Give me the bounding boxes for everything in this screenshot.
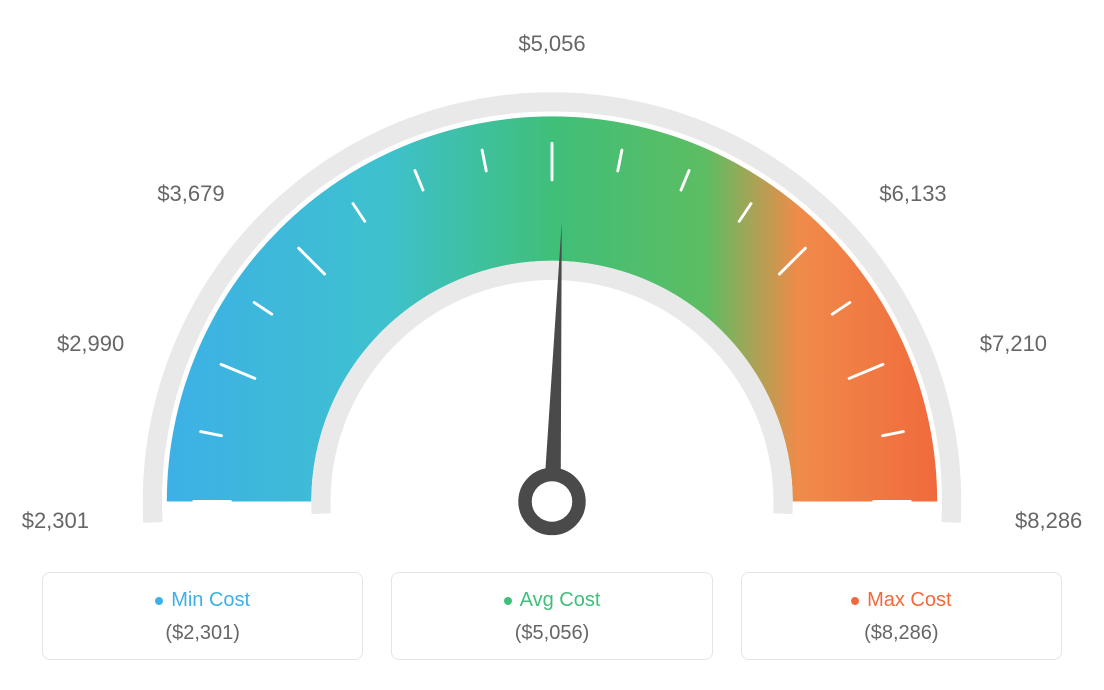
legend-title-min: Min Cost xyxy=(155,589,250,612)
legend-label: Min Cost xyxy=(171,589,250,612)
tick-label: $6,133 xyxy=(879,181,959,207)
legend-card-avg: Avg Cost ($5,056) xyxy=(391,572,712,660)
tick-label: $7,210 xyxy=(980,331,1060,357)
tick-label: $2,301 xyxy=(9,508,89,534)
legend-title-max: Max Cost xyxy=(851,589,951,612)
dot-icon xyxy=(504,597,512,605)
legend-row: Min Cost ($2,301) Avg Cost ($5,056) Max … xyxy=(42,572,1062,660)
tick-label: $5,056 xyxy=(512,31,592,57)
gauge-svg xyxy=(62,20,1042,540)
legend-card-max: Max Cost ($8,286) xyxy=(741,572,1062,660)
gauge-chart-container: $2,301 $2,990 $3,679 $5,056 $6,133 $7,210 $8,2… xyxy=(0,0,1104,690)
needle-hub xyxy=(525,475,579,529)
legend-title-avg: Avg Cost xyxy=(504,589,601,612)
legend-label: Avg Cost xyxy=(520,589,601,612)
dot-icon xyxy=(155,597,163,605)
legend-label: Max Cost xyxy=(867,589,951,612)
legend-card-min: Min Cost ($2,301) xyxy=(42,572,363,660)
tick-label: $3,679 xyxy=(145,181,225,207)
tick-label: $8,286 xyxy=(1015,508,1095,534)
gauge-area: $2,301$2,990$3,679$5,056$6,133$7,210$8,2… xyxy=(62,20,1042,540)
dot-icon xyxy=(851,597,859,605)
tick-label: $2,990 xyxy=(44,331,124,357)
legend-value-max: ($8,286) xyxy=(752,622,1051,645)
legend-value-min: ($2,301) xyxy=(53,622,352,645)
legend-value-avg: ($5,056) xyxy=(402,622,701,645)
